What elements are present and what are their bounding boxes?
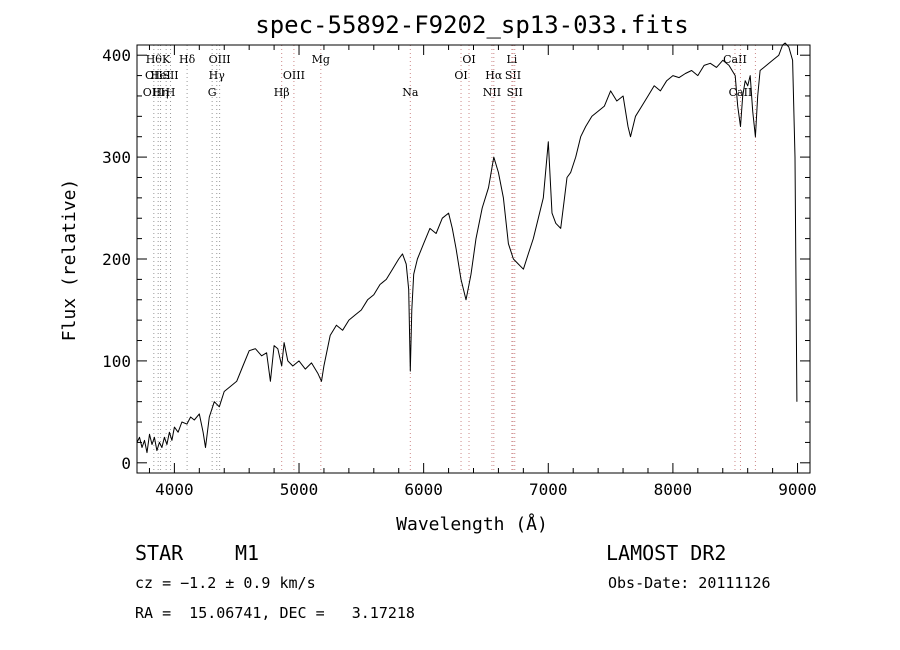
line-marker-label: CaII bbox=[729, 86, 753, 99]
sky-coordinates: RA = 15.06741, DEC = 3.17218 bbox=[135, 604, 415, 622]
line-marker-label: G bbox=[208, 86, 217, 99]
line-marker-label: H bbox=[166, 86, 176, 99]
line-marker-label: NII bbox=[483, 86, 501, 99]
spectrum-line-0 bbox=[136, 42, 798, 454]
line-marker-label: Hβ bbox=[274, 86, 290, 99]
survey-name: LAMOST DR2 bbox=[606, 541, 727, 565]
x-tick-label: 5000 bbox=[280, 480, 319, 499]
object-subclass: M1 bbox=[235, 541, 260, 565]
line-marker-label: Hδ bbox=[179, 53, 196, 66]
line-marker-label: OIII bbox=[209, 53, 231, 66]
y-tick-label: 0 bbox=[121, 454, 131, 473]
line-marker-label: HeI bbox=[150, 69, 170, 82]
x-axis-label: Wavelength (Å) bbox=[396, 513, 548, 535]
x-tick-label: 9000 bbox=[778, 480, 817, 499]
series-layer bbox=[136, 42, 798, 454]
line-marker-label: Hα bbox=[485, 69, 503, 82]
axis-ticks: 4000 5000 6000 7000 8000 9000 0 100 200 300 400 bbox=[102, 45, 817, 499]
line-marker-label: OI bbox=[462, 53, 475, 66]
y-tick-label: 200 bbox=[102, 250, 131, 269]
redshift-value: cz = −1.2 ± 0.9 km/s bbox=[135, 574, 316, 592]
y-tick-label: 100 bbox=[102, 352, 131, 371]
object-class: STAR bbox=[135, 541, 184, 565]
line-marker-label: Li bbox=[506, 53, 517, 66]
line-marker-label: K bbox=[162, 53, 171, 66]
line-marker-label: SII bbox=[505, 69, 521, 82]
line-marker-label: SII bbox=[507, 86, 523, 99]
line-marker-label: OIII bbox=[283, 69, 305, 82]
y-tick-label: 400 bbox=[102, 46, 131, 65]
line-marker-label: Hθ bbox=[146, 53, 163, 66]
line-marker-label: Mg bbox=[312, 53, 330, 66]
y-tick-label: 300 bbox=[102, 148, 131, 167]
x-tick-label: 6000 bbox=[404, 480, 443, 499]
line-marker-label: Hγ bbox=[209, 69, 226, 82]
line-marker-label: OII bbox=[145, 69, 163, 82]
line-marker-label: SII bbox=[162, 69, 178, 82]
observation-date: Obs-Date: 20111126 bbox=[608, 574, 771, 592]
line-marker-label: OI bbox=[454, 69, 467, 82]
spectral-line-markers: Hθ OII OIII HeI Hη K SII H Hδ G Hγ OIII Hβ OIII Mg Na OI… bbox=[143, 45, 756, 473]
chart-title: spec-55892-F9202_sp13-033.fits bbox=[255, 11, 688, 39]
plot-frame bbox=[136, 44, 811, 474]
line-marker-label: Hη bbox=[152, 86, 168, 99]
line-marker-label: OIII bbox=[143, 86, 165, 99]
line-marker-label: CaII bbox=[723, 53, 747, 66]
x-tick-label: 8000 bbox=[654, 480, 693, 499]
x-tick-label: 4000 bbox=[155, 480, 194, 499]
line-marker-label: Na bbox=[402, 86, 419, 99]
y-axis-label: Flux (relative) bbox=[59, 179, 80, 342]
x-tick-label: 7000 bbox=[529, 480, 568, 499]
